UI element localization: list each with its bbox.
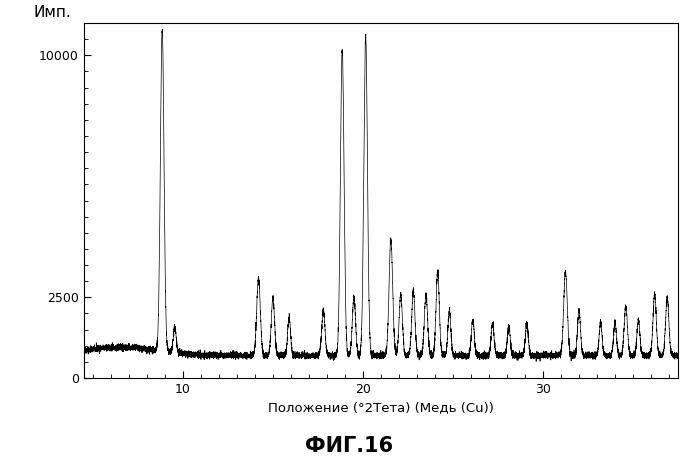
X-axis label: Положение (°2Тета) (Медь (Cu)): Положение (°2Тета) (Медь (Cu)) [268, 402, 494, 414]
Text: Имп.: Имп. [34, 5, 71, 19]
Text: ФИГ.16: ФИГ.16 [305, 437, 394, 456]
